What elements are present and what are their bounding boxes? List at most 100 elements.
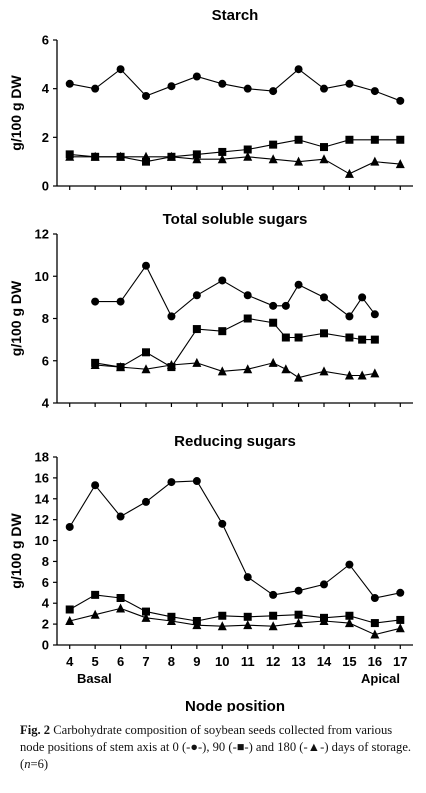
data-point-circle — [281, 301, 290, 310]
data-point-square — [370, 619, 379, 628]
data-point-circle — [65, 79, 74, 88]
data-point-circle — [243, 291, 252, 300]
data-point-triangle — [65, 151, 75, 161]
data-point-circle — [218, 519, 227, 528]
data-point-triangle — [281, 364, 291, 374]
y-tick-label: 2 — [42, 130, 49, 145]
data-point-triangle — [116, 151, 126, 161]
chart-panel-2: Total soluble sugars 4 6 8 10 12 g/100 g DW — [8, 211, 413, 411]
data-point-triangle — [166, 615, 176, 625]
series-line — [95, 264, 376, 318]
chart-panel-3: Reducing sugars 0 2 4 6 8 10 12 14 16 18 g/100 g DW… — [8, 433, 413, 712]
series-circle-0-days — [91, 261, 379, 321]
data-point-triangle — [370, 156, 380, 166]
x-extreme-label-basal: Basal — [77, 671, 112, 686]
data-point-circle — [294, 65, 303, 74]
data-point-triangle — [90, 151, 100, 161]
y-tick-label: 0 — [42, 638, 49, 653]
data-point-triangle — [192, 357, 202, 367]
data-point-circle — [167, 82, 176, 91]
x-tick-label: 17 — [393, 654, 407, 669]
x-tick-label: 11 — [241, 654, 255, 669]
y-tick-label: 6 — [42, 353, 49, 368]
data-point-triangle — [319, 615, 329, 625]
data-point-circle — [116, 65, 125, 74]
data-point-circle — [370, 87, 379, 96]
data-point-triangle — [370, 368, 380, 378]
data-point-circle — [218, 276, 227, 285]
x-tick-label: 14 — [317, 654, 332, 669]
x-tick-label: 16 — [368, 654, 382, 669]
data-point-triangle — [395, 623, 405, 633]
data-point-square — [358, 335, 367, 344]
data-point-square — [345, 135, 354, 144]
data-point-triangle — [141, 612, 151, 622]
data-point-triangle — [166, 359, 176, 369]
series-line — [69, 156, 401, 175]
y-tick-label: 10 — [35, 269, 49, 284]
data-point-circle — [320, 293, 328, 302]
data-point-square — [142, 157, 150, 166]
data-point-square — [142, 607, 150, 616]
data-point-circle — [269, 301, 278, 310]
data-point-square — [345, 333, 354, 342]
data-point-square — [396, 135, 405, 144]
data-point-circle — [396, 588, 405, 597]
x-tick-label: 10 — [215, 654, 229, 669]
data-point-triangle — [395, 159, 405, 169]
series-square-90-days — [65, 135, 405, 166]
data-point-square — [281, 333, 290, 342]
data-point-triangle — [370, 629, 380, 639]
data-point-circle — [192, 477, 201, 486]
y-tick-label: 0 — [42, 179, 49, 194]
data-point-circle — [116, 297, 125, 306]
data-point-square — [396, 615, 405, 624]
data-point-circle — [396, 96, 405, 105]
data-point-triangle — [65, 615, 75, 625]
x-tick-label: 15 — [342, 654, 356, 669]
series-line — [95, 317, 375, 368]
series-line — [95, 362, 375, 379]
y-tick-label: 18 — [35, 450, 49, 465]
data-point-square — [192, 325, 201, 334]
data-point-triangle — [141, 151, 151, 161]
data-point-triangle — [217, 621, 227, 631]
y-tick-label: 12 — [35, 512, 49, 527]
data-point-square — [218, 611, 227, 620]
data-point-triangle — [294, 618, 304, 628]
data-point-circle — [142, 261, 150, 270]
y-tick-label: 8 — [42, 311, 49, 326]
y-tick-label: 8 — [42, 554, 49, 569]
series-circle-0-days — [65, 477, 405, 602]
data-point-circle — [269, 590, 278, 599]
data-point-square — [294, 610, 303, 619]
y-tick-label: 6 — [42, 33, 49, 48]
data-point-square — [142, 348, 150, 357]
x-tick-label: 13 — [291, 654, 305, 669]
data-point-circle — [116, 512, 125, 521]
data-point-triangle — [268, 621, 278, 631]
data-point-square — [345, 611, 354, 620]
data-point-triangle — [116, 362, 126, 372]
series-line — [69, 607, 401, 636]
chart-title: Reducing sugars — [174, 433, 296, 450]
data-point-square — [294, 135, 303, 144]
x-tick-label: 8 — [168, 654, 175, 669]
y-tick-label: 6 — [42, 575, 49, 590]
data-point-triangle — [166, 151, 176, 161]
series-circle-0-days — [65, 65, 405, 105]
data-point-circle — [243, 573, 252, 582]
data-point-triangle — [294, 156, 304, 166]
data-point-circle — [192, 291, 201, 300]
chart-panel-1: Starch 0 2 4 6 g/100 g DW — [8, 7, 413, 194]
data-point-triangle — [294, 372, 304, 382]
data-point-triangle — [192, 620, 202, 630]
data-point-circle — [358, 293, 367, 302]
y-axis-label: g/100 g DW — [8, 512, 24, 588]
data-point-circle — [192, 72, 201, 81]
series-line — [69, 68, 401, 102]
data-point-triangle — [319, 366, 329, 376]
data-point-triangle — [217, 366, 227, 376]
data-point-triangle — [344, 168, 354, 178]
